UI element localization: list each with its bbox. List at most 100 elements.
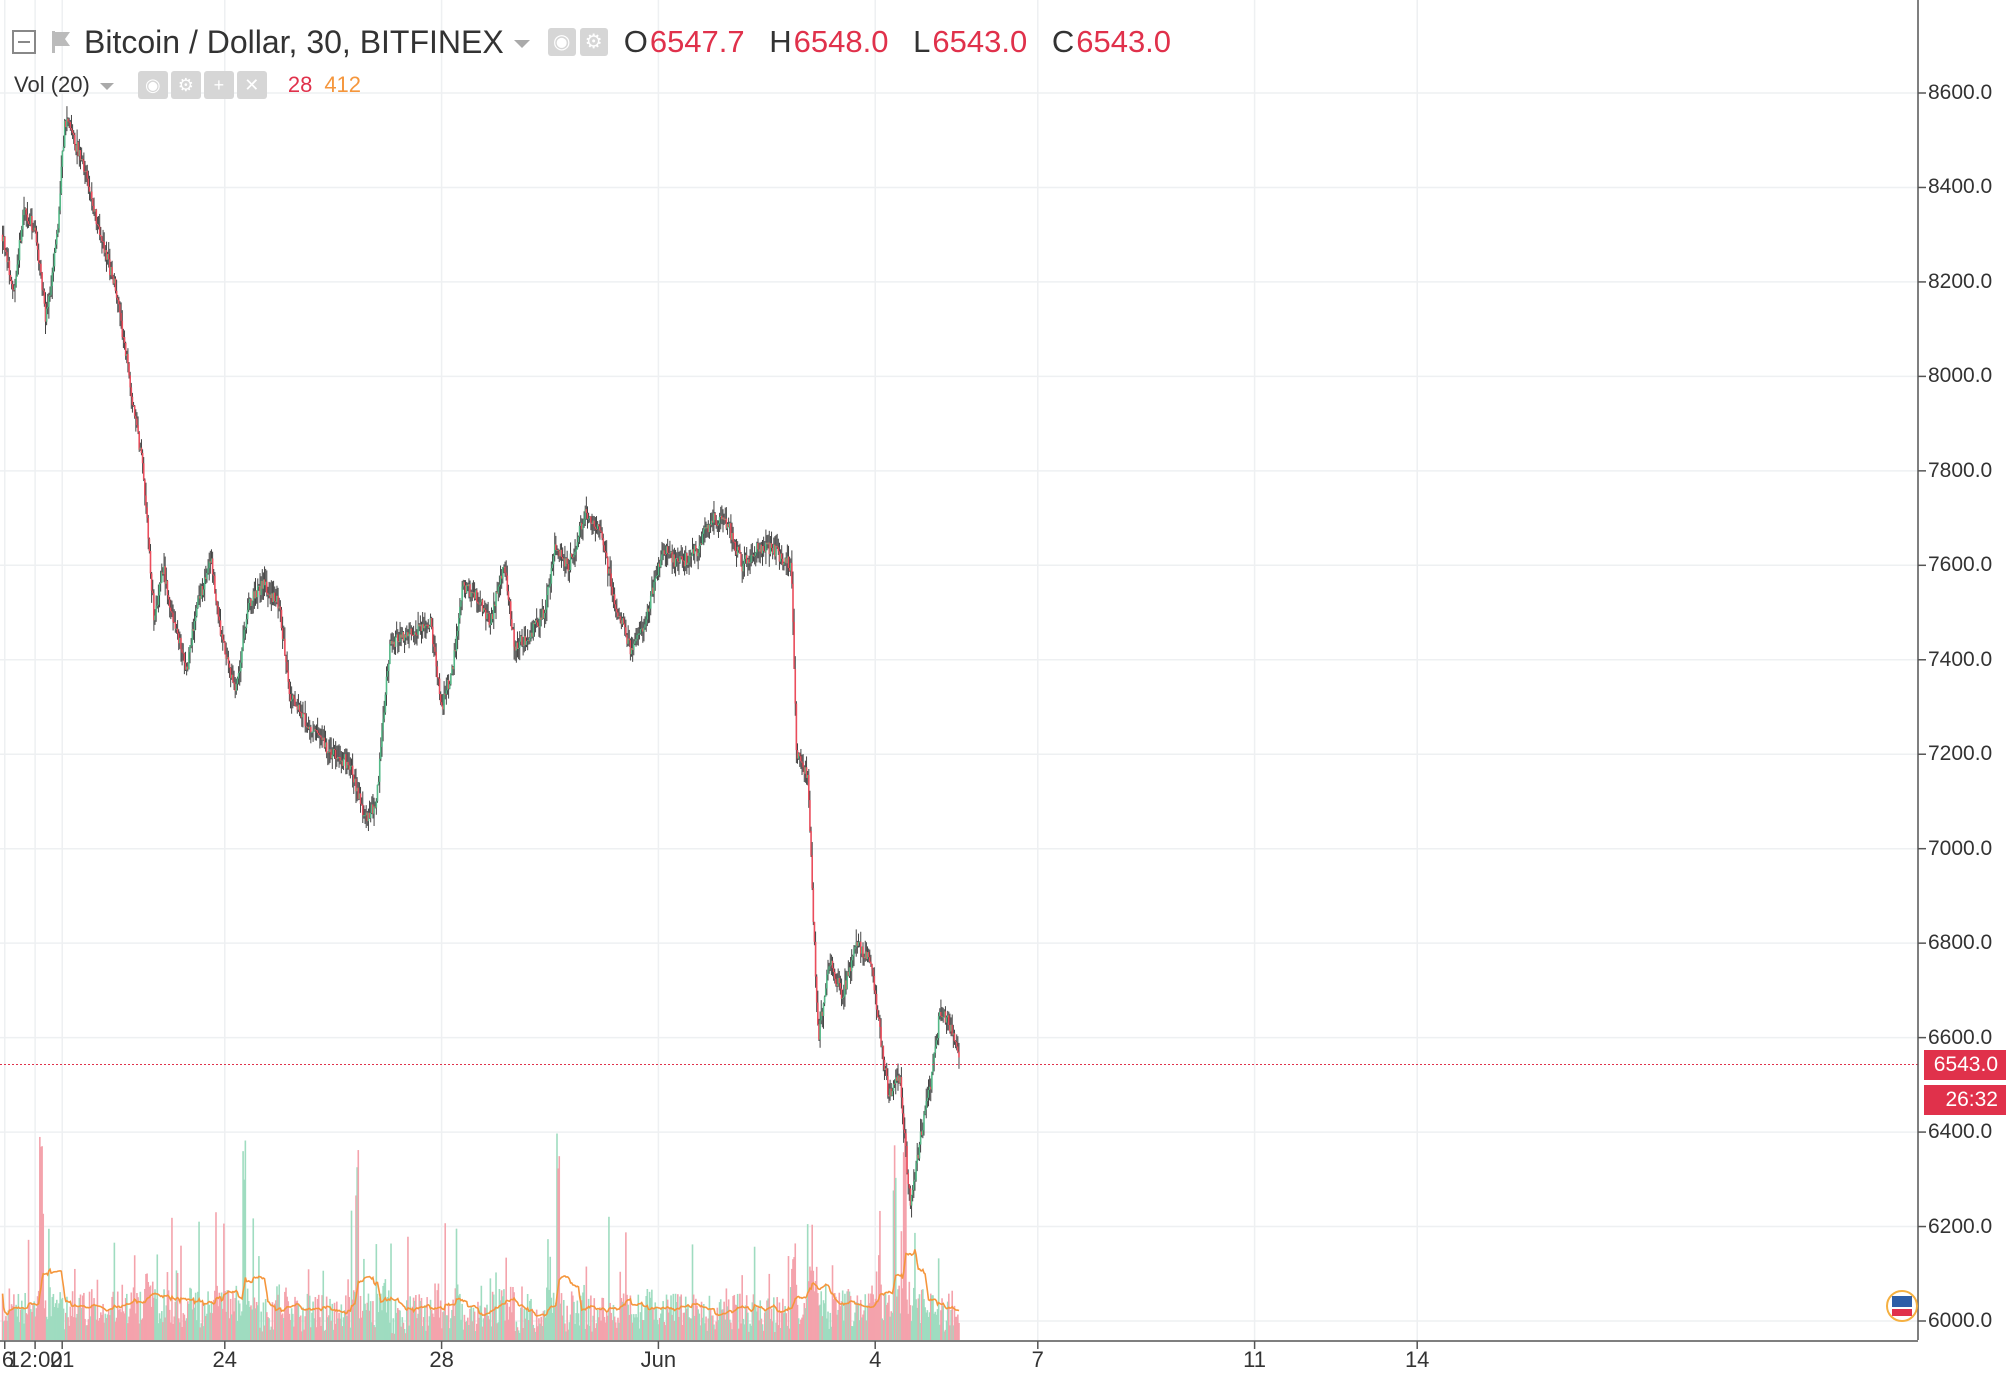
time-tick-label: Jun xyxy=(640,1347,677,1372)
candle-body xyxy=(316,730,319,734)
volume-bar xyxy=(831,1265,834,1340)
candle-body xyxy=(71,130,74,133)
candle-body xyxy=(693,545,696,554)
close-icon[interactable]: ✕ xyxy=(236,71,267,99)
volume-bar xyxy=(929,1293,932,1340)
candle-body xyxy=(534,620,537,625)
candle-body xyxy=(684,553,687,567)
candle-body xyxy=(192,629,195,632)
eye-icon[interactable]: ◉ xyxy=(547,28,576,56)
eye-icon[interactable]: ◉ xyxy=(137,71,168,99)
candle-body xyxy=(404,634,407,638)
volume-bar xyxy=(54,1303,57,1340)
volume-bar xyxy=(373,1325,375,1340)
candle-body xyxy=(214,575,216,594)
candle-body xyxy=(913,1181,915,1190)
candle-body xyxy=(319,734,321,736)
volume-bar xyxy=(470,1305,472,1340)
candle-body xyxy=(81,159,84,161)
candle-body xyxy=(235,683,238,691)
candle-body xyxy=(586,512,589,519)
plus-icon[interactable]: + xyxy=(203,71,234,99)
candle-body xyxy=(754,552,757,556)
volume-bar xyxy=(809,1266,811,1340)
candle-body xyxy=(503,566,505,568)
candle-body xyxy=(389,644,391,664)
volume-bar xyxy=(574,1323,576,1340)
candle-body xyxy=(903,1129,906,1134)
volume-bar xyxy=(647,1310,650,1340)
candle-body xyxy=(884,1068,887,1071)
volume-bar xyxy=(43,1308,46,1340)
gear-icon[interactable]: ⚙ xyxy=(579,28,608,56)
candle-body xyxy=(486,612,488,619)
volume-bar xyxy=(919,1322,922,1340)
candle-body xyxy=(808,774,810,801)
candle-body xyxy=(398,641,400,643)
candle-body xyxy=(170,607,172,612)
volume-bar xyxy=(273,1303,276,1340)
volume-bar xyxy=(105,1317,108,1340)
volume-bar xyxy=(371,1322,373,1340)
volume-bar xyxy=(583,1284,585,1340)
volume-bar xyxy=(103,1322,106,1340)
volume-bar xyxy=(938,1324,941,1340)
volume-label[interactable]: Vol (20) xyxy=(14,72,90,97)
volume-bar xyxy=(848,1291,851,1340)
candle-body xyxy=(810,830,812,856)
volume-bar xyxy=(27,1239,30,1340)
candle-body xyxy=(704,527,706,530)
candle-body xyxy=(863,956,865,959)
candle-body xyxy=(576,542,579,550)
candle-body xyxy=(163,566,165,575)
volume-bar xyxy=(692,1294,695,1340)
volume-bar xyxy=(915,1299,917,1340)
volume-bar xyxy=(537,1326,539,1340)
candle-body xyxy=(798,753,801,757)
volume-bar xyxy=(22,1306,24,1340)
candle-body xyxy=(363,815,365,817)
candle-body xyxy=(730,523,732,540)
volume-bar xyxy=(935,1314,938,1340)
volume-bar xyxy=(55,1299,58,1340)
volume-bar xyxy=(210,1301,213,1340)
volume-bar xyxy=(118,1310,120,1340)
gear-icon[interactable]: ⚙ xyxy=(170,71,201,99)
chevron-down-icon[interactable] xyxy=(513,40,530,48)
us-flag-icon[interactable] xyxy=(1886,1290,1918,1322)
collapse-icon[interactable] xyxy=(12,30,36,54)
candle-body xyxy=(638,633,641,635)
candle-body xyxy=(613,594,616,605)
candle-body xyxy=(253,591,256,599)
flag-icon[interactable] xyxy=(50,29,72,55)
volume-bar xyxy=(824,1285,827,1340)
symbol-title[interactable]: Bitcoin / Dollar, 30, BITFINEX xyxy=(84,23,504,60)
chevron-down-icon[interactable] xyxy=(99,83,114,90)
candle-body xyxy=(500,575,503,579)
candle-body xyxy=(307,726,310,729)
candle-body xyxy=(570,553,573,557)
candle-body xyxy=(66,118,68,128)
candle-body xyxy=(165,580,168,584)
candle-body xyxy=(260,580,262,596)
volume-bar xyxy=(243,1179,246,1340)
candle-body xyxy=(747,559,749,564)
volume-bar xyxy=(237,1300,240,1340)
volume-bar xyxy=(513,1292,515,1340)
candle-body xyxy=(644,624,646,628)
volume-bar xyxy=(494,1306,496,1340)
volume-bar xyxy=(543,1310,546,1340)
candle-body xyxy=(627,638,629,644)
candle-body xyxy=(207,568,209,574)
volume-bar xyxy=(296,1300,299,1340)
candle-body xyxy=(642,628,644,632)
volume-bar xyxy=(646,1288,649,1340)
candle-body xyxy=(139,447,142,450)
volume-bar xyxy=(399,1310,401,1340)
candle-body xyxy=(200,586,203,599)
volume-bar xyxy=(186,1301,189,1340)
candle-body xyxy=(889,1088,891,1097)
volume-bar xyxy=(360,1317,363,1340)
